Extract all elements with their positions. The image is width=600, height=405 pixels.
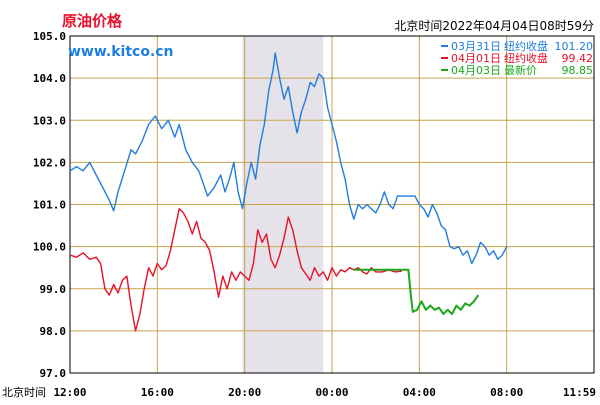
x-tick-label: 00:00 [315, 386, 348, 399]
x-tick-label: 04:00 [403, 386, 436, 399]
series-line-0401 [69, 207, 402, 332]
legend-0403: 04月03日 最新价 98.85 [441, 63, 593, 77]
legend-date: 04月01日 [451, 52, 501, 65]
y-tick-label: 103.0 [33, 114, 66, 127]
x-tick-label: 20:00 [228, 386, 261, 399]
legend-date: 04月03日 [451, 64, 501, 77]
legend-0401: 04月01日 纽约收盘 99.42 [441, 51, 593, 65]
y-tick-label: 104.0 [33, 72, 66, 85]
series-line-0331 [69, 52, 508, 265]
legend-type: 纽约收盘 [504, 51, 548, 65]
chart-title: 原油价格 [62, 12, 123, 30]
legend-0331: 03月31日 纽约收盘 101.20 [441, 39, 593, 53]
y-tick-label: 98.0 [40, 325, 67, 338]
plot-border [69, 35, 595, 374]
y-tick-label: 97.0 [40, 367, 67, 380]
legend-type: 纽约收盘 [504, 39, 548, 53]
x-axis-ticks: 12:00 16:00 20:00 00:00 04:00 08:00 11:59 [53, 386, 596, 399]
x-tick-label: 08:00 [490, 386, 523, 399]
legend-value: 98.85 [562, 64, 594, 77]
grid-lines [69, 35, 595, 374]
y-tick-label: 105.0 [33, 30, 66, 43]
x-tick-label: 12:00 [53, 386, 86, 399]
y-tick-label: 99.0 [40, 283, 67, 296]
x-tick-label: 16:00 [141, 386, 174, 399]
y-axis-ticks: 105.0 104.0 103.0 102.0 101.0 100.0 99.0 98.0 97… [33, 30, 66, 380]
series-layer [69, 52, 508, 332]
legend-type: 最新价 [504, 63, 537, 77]
timestamp: 北京时间2022年04月04日08时59分 [394, 19, 594, 33]
y-tick-label: 100.0 [33, 241, 66, 254]
legend-value: 101.20 [555, 40, 594, 53]
source-url: www.kitco.cn [68, 44, 174, 60]
legend-date: 03月31日 [451, 40, 501, 53]
series-line-0403 [353, 268, 480, 315]
y-tick-label: 101.0 [33, 199, 66, 212]
legend-value: 99.42 [562, 52, 594, 65]
x-axis-label: 北京时间 [2, 385, 46, 399]
y-tick-label: 102.0 [33, 156, 66, 169]
x-tick-label: 11:59 [563, 386, 596, 399]
